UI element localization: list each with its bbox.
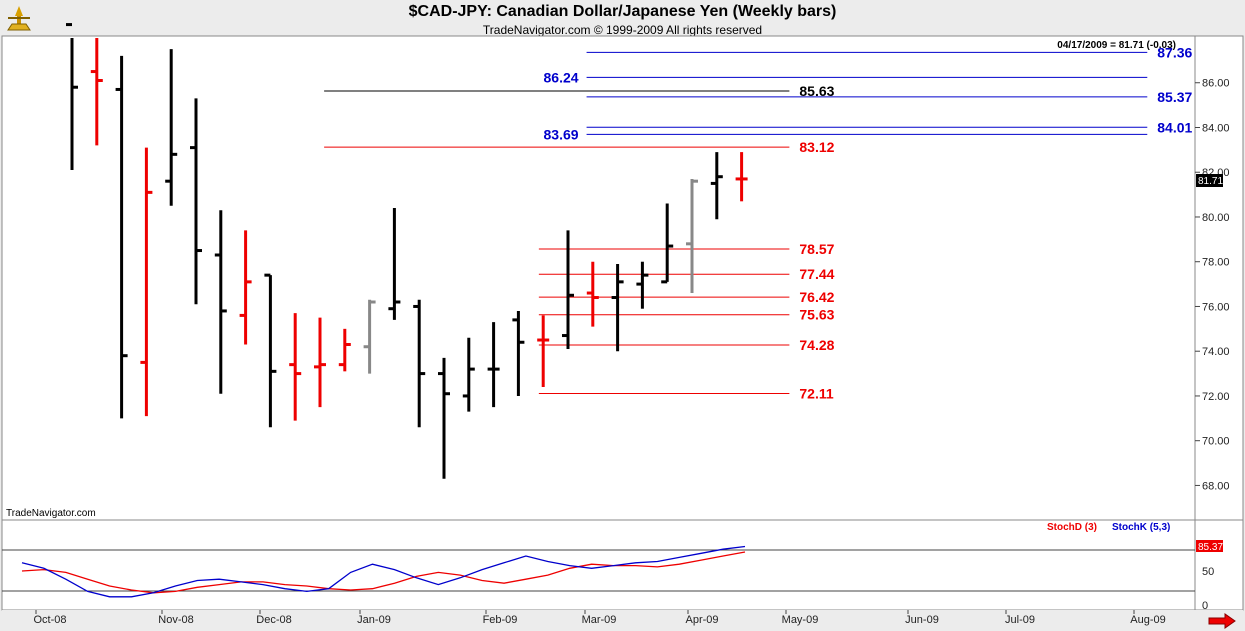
level-label: 86.24 <box>544 69 579 85</box>
ohlc-bar <box>562 230 574 349</box>
stoch-tick-label: 50 <box>1202 566 1214 578</box>
level-label: 74.28 <box>799 337 834 353</box>
price-tick-label: 78.00 <box>1202 257 1230 269</box>
price-tick-label: 70.00 <box>1202 436 1230 448</box>
trade-navigator-logo-icon <box>7 6 31 31</box>
stoch-legend-k: StochK (5,3) <box>1112 522 1170 533</box>
time-tick-label: Nov-08 <box>158 614 193 626</box>
level-label: 83.69 <box>544 126 579 142</box>
ohlc-bar <box>239 230 252 345</box>
ohlc-bar <box>512 310 525 396</box>
ohlc-bar <box>338 328 351 372</box>
price-bars <box>66 23 748 479</box>
ohlc-bar <box>165 49 178 206</box>
level-lines: 87.36 86.24 85.63 85.37 84.01 83.69 83.12 78.57… <box>324 44 1193 401</box>
time-tick-label: Oct-08 <box>33 614 66 626</box>
ohlc-bar <box>314 317 326 408</box>
level-label: 84.01 <box>1157 119 1192 135</box>
price-tick-label: 74.00 <box>1202 346 1230 358</box>
level-label: 72.11 <box>799 385 833 401</box>
level-label: 75.63 <box>799 307 834 323</box>
stoch-tick-label: 0 <box>1202 600 1208 612</box>
ohlc-bar <box>388 208 401 320</box>
price-tick-label: 86.00 <box>1202 78 1230 90</box>
level-label: 77.44 <box>799 266 834 282</box>
level-label: 87.36 <box>1157 44 1192 60</box>
time-tick-label: Jul-09 <box>1005 614 1035 626</box>
ohlc-bar <box>289 313 302 421</box>
stoch-line <box>21 551 746 594</box>
price-tick-label: 84.00 <box>1202 122 1230 134</box>
ohlc-bar <box>214 210 227 394</box>
ohlc-bar <box>586 261 599 327</box>
price-tick-label: 76.00 <box>1202 301 1230 313</box>
ohlc-bar <box>90 38 103 146</box>
ohlc-bar <box>537 315 550 388</box>
time-tick-label: Jan-09 <box>357 614 391 626</box>
price-axis-background <box>1194 35 1244 521</box>
level-label: 78.57 <box>799 241 834 257</box>
ohlc-bar <box>140 147 153 417</box>
ohlc-bar <box>190 98 202 305</box>
level-label: 85.63 <box>799 83 834 99</box>
time-tick-label: Aug-09 <box>1130 614 1165 626</box>
price-tick-label: 72.00 <box>1202 391 1230 403</box>
price-tick-label: 68.00 <box>1202 480 1230 492</box>
stoch-last-tag: 85.37 <box>1198 542 1223 553</box>
ohlc-bar <box>636 261 649 309</box>
ohlc-bar <box>735 152 748 202</box>
stoch-last-tag-bg <box>1196 540 1223 552</box>
ohlc-bar <box>115 55 128 419</box>
time-tick-label: Jun-09 <box>905 614 939 626</box>
ohlc-bar <box>66 23 78 170</box>
status-line: 04/17/2009 = 81.71 (-0.03) <box>1057 40 1176 51</box>
ohlc-bar <box>611 263 624 352</box>
stoch-legend-d: StochD (3) <box>1047 522 1097 533</box>
price-tick-label: 80.00 <box>1202 212 1230 224</box>
level-label: 83.12 <box>799 139 834 155</box>
price-panel-background <box>1 35 1196 521</box>
copyright-text: TradeNavigator.com © 1999-2009 All right… <box>482 23 763 37</box>
last-price-tag: 81.71 <box>1198 176 1223 187</box>
ohlc-bar <box>413 299 426 428</box>
scroll-right-arrow-icon[interactable] <box>1207 613 1237 629</box>
ohlc-bar <box>462 337 475 412</box>
ohlc-bar <box>487 322 500 408</box>
time-tick-label: May-09 <box>782 614 819 626</box>
ohlc-bar <box>710 152 723 220</box>
ohlc-bar <box>264 273 277 428</box>
level-label: 76.42 <box>799 289 834 305</box>
stoch-line <box>21 545 746 598</box>
level-label: 85.37 <box>1157 89 1192 105</box>
time-tick-label: Apr-09 <box>685 614 718 626</box>
chart-title: $CAD-JPY: Canadian Dollar/Japanese Yen (… <box>408 3 837 20</box>
stoch-axis-background <box>1194 519 1244 611</box>
time-tick-label: Dec-08 <box>256 614 291 626</box>
last-price-tag-bg <box>1196 174 1223 187</box>
stochastic-panel: 0 50 <box>21 545 1214 612</box>
time-tick-label: Feb-09 <box>483 614 518 626</box>
ohlc-bar <box>438 357 450 479</box>
time-axis-background <box>2 610 1243 630</box>
ohlc-bar <box>661 203 674 284</box>
time-tick-label: Mar-09 <box>582 614 617 626</box>
time-axis: Oct-08 Nov-08 Dec-08 Jan-09 Feb-09 Mar-09 Apr-… <box>33 610 1166 626</box>
ohlc-bar <box>363 299 376 374</box>
chart-header: $CAD-JPY: Canadian Dollar/Japanese Yen (… <box>0 0 1245 38</box>
watermark: TradeNavigator.com <box>6 508 96 519</box>
ohlc-bar <box>686 178 698 294</box>
